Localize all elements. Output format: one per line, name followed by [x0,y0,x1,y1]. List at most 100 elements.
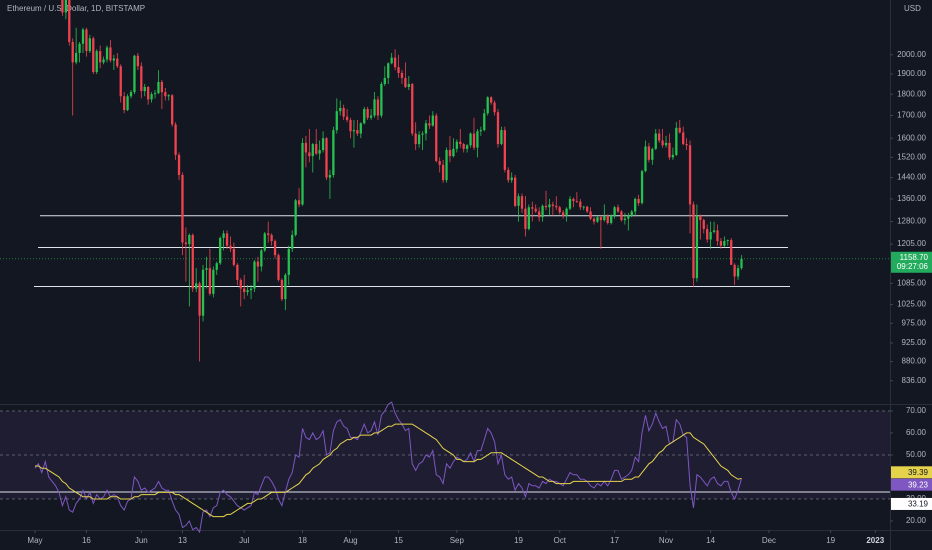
candle-body [123,96,126,111]
candle-body [620,211,623,221]
candle-body [644,146,647,172]
candle-body [98,51,102,63]
y-tick-label: 50.00 [906,450,927,459]
candle-body [64,0,67,13]
x-tick-label: Jun [135,536,148,545]
candle-body [301,142,304,205]
candle-body [373,99,376,116]
candle-body [640,171,644,204]
candle-body [455,141,458,149]
candle-body [147,86,150,100]
candle-body [390,57,393,64]
candle-body [548,204,551,208]
x-tick-label: 14 [706,536,715,545]
countdown: 09:27:06 [897,262,929,271]
candle-body [181,174,184,243]
candle-body [68,0,71,42]
candle-body [85,29,88,52]
candle-body [380,83,383,116]
candle-body [352,130,356,132]
candle-body [513,177,517,206]
candle-body [407,83,410,87]
candle-body [74,52,78,63]
candle-body [586,206,589,212]
candle-body [555,205,558,208]
candle-body [325,138,328,178]
candle-body [376,99,380,116]
candle-body [263,233,266,251]
candle-body [507,169,510,181]
x-tick-label: 2023 [866,536,884,545]
candle-body [284,274,287,300]
candle-body [136,55,140,67]
candle-body [551,204,555,206]
candle-body [465,145,469,149]
candle-body [356,130,359,134]
candle-body [579,201,582,208]
candle-body [503,130,506,170]
y-tick-label: 1205.00 [897,239,926,248]
y-tick-label: 2000.00 [897,50,926,59]
candle-body [688,145,692,205]
candle-body [592,218,596,222]
candle-body [277,255,280,280]
candle-body [486,97,489,114]
candle-body [102,59,105,63]
candle-body [369,115,373,118]
price-pane [0,0,890,362]
candle-body [328,174,332,178]
candle-body [431,115,434,126]
axes: 2000.001900.001800.001700.001600.001520.… [27,50,932,545]
candle-body [239,279,242,289]
candle-body [349,119,352,132]
candle-body [441,164,445,181]
candle-body [606,215,609,224]
candle-body [692,204,695,279]
candle-body [71,41,74,63]
y-tick-label: 925.00 [902,338,927,347]
candle-body [527,207,531,229]
candle-body [424,123,428,134]
candle-body [383,77,386,84]
currency: USD [904,4,921,13]
candle-body [342,107,345,117]
candle-body [171,95,174,125]
candle-body [448,150,452,157]
candle-body [92,38,95,73]
candle-body [623,218,627,221]
candle-body [534,208,537,212]
hline-label-box [891,497,932,510]
candle-body [219,237,222,264]
candle-body [150,94,153,100]
candle-body [105,47,109,60]
candle-body [308,152,311,157]
candle-body [651,148,654,160]
candle-body [126,96,129,111]
x-tick-label: 13 [178,536,187,545]
candle-body [723,241,726,246]
candle-body [709,231,712,240]
candle-body [520,196,524,209]
x-tick-label: Sep [450,536,465,545]
candle-body [315,144,318,154]
candle-body [658,133,661,141]
candle-body [153,93,157,95]
x-tick-label: May [27,536,42,545]
candle-body [699,215,702,221]
candle-body [188,234,191,245]
candle-body [81,29,85,44]
candle-body [630,211,633,216]
candle-body [363,109,366,124]
candle-body [435,115,438,162]
x-tick-label: 16 [82,536,91,545]
candle-body [452,148,455,157]
candle-body [537,211,541,218]
candle-body [229,245,232,249]
candle-body [733,264,736,277]
candle-body [668,142,671,158]
candle-body [582,206,585,208]
candle-body [198,283,201,316]
candle-body [736,268,740,277]
x-tick-label: Dec [762,536,776,545]
candle-body [246,290,249,293]
